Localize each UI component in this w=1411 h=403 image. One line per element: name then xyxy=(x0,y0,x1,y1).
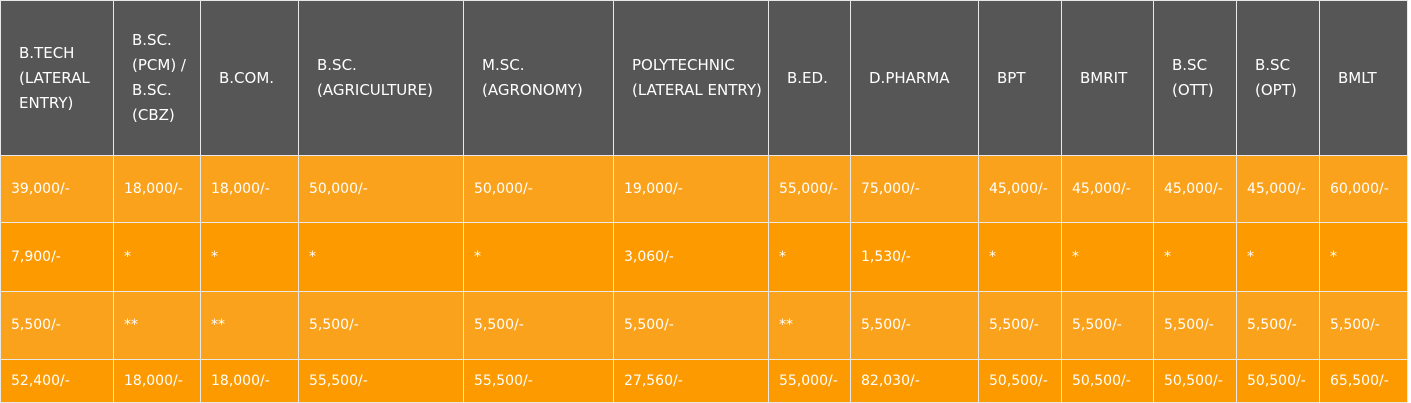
header-bsc-pcm-cbz: B.SC. (PCM) / B.SC. (CBZ) xyxy=(113,0,201,156)
table-cell: * xyxy=(298,222,464,292)
table-cell: 45,000/- xyxy=(1153,154,1237,224)
table-cell: 45,000/- xyxy=(978,154,1062,224)
table-cell: * xyxy=(978,222,1062,292)
header-label: B.ED. xyxy=(787,68,828,87)
table-cell: * xyxy=(463,222,614,292)
table-cell: 5,500/- xyxy=(0,290,114,360)
table-cell: 5,500/- xyxy=(463,290,614,360)
table-cell: 50,500/- xyxy=(1236,358,1320,403)
table-row: 5,500/- ** ** 5,500/- 5,500/- 5,500/- **… xyxy=(0,290,1408,360)
table-cell: 55,500/- xyxy=(298,358,464,403)
header-bsc-opt: B.SC (OPT) xyxy=(1236,0,1320,156)
header-label: BMLT xyxy=(1338,68,1377,87)
header-btech-lateral: B.TECH (LATERAL ENTRY) xyxy=(0,0,114,156)
table-cell: ** xyxy=(200,290,299,360)
table-cell: ** xyxy=(113,290,201,360)
table-cell: 5,500/- xyxy=(613,290,769,360)
table-cell: 27,560/- xyxy=(613,358,769,403)
table-cell: 19,000/- xyxy=(613,154,769,224)
header-label: B.SC (OPT) xyxy=(1255,56,1297,99)
header-msc-agronomy: M.SC. (AGRONOMY) xyxy=(463,0,614,156)
table-cell: 55,000/- xyxy=(768,154,851,224)
table-cell: * xyxy=(768,222,851,292)
header-label: B.TECH (LATERAL ENTRY) xyxy=(19,43,90,112)
table-cell: 39,000/- xyxy=(0,154,114,224)
header-polytechnic-lateral: POLYTECHNIC (LATERAL ENTRY) xyxy=(613,0,769,156)
header-label: B.SC (OTT) xyxy=(1172,56,1214,99)
table-cell: 45,000/- xyxy=(1236,154,1320,224)
table-cell: 5,500/- xyxy=(978,290,1062,360)
header-label: BMRIT xyxy=(1080,68,1128,87)
header-row: B.TECH (LATERAL ENTRY) B.SC. (PCM) / B.S… xyxy=(0,0,1408,156)
header-label: B.COM. xyxy=(219,68,275,87)
table-cell: * xyxy=(1153,222,1237,292)
table-cell: 75,000/- xyxy=(850,154,979,224)
table-cell: 1,530/- xyxy=(850,222,979,292)
table-cell: 65,500/- xyxy=(1319,358,1408,403)
header-bmrit: BMRIT xyxy=(1061,0,1154,156)
table-cell: 82,030/- xyxy=(850,358,979,403)
table-cell: 50,500/- xyxy=(1061,358,1154,403)
header-bed: B.ED. xyxy=(768,0,851,156)
table-cell: * xyxy=(1236,222,1320,292)
table-cell: * xyxy=(200,222,299,292)
header-label: BPT xyxy=(997,68,1026,87)
table-cell: 5,500/- xyxy=(1061,290,1154,360)
table-cell: 5,500/- xyxy=(850,290,979,360)
table-cell: 55,500/- xyxy=(463,358,614,403)
table-cell: 18,000/- xyxy=(200,154,299,224)
header-label: D.PHARMA xyxy=(869,68,950,87)
table-cell: * xyxy=(1319,222,1408,292)
table-cell: 5,500/- xyxy=(298,290,464,360)
header-bcom: B.COM. xyxy=(200,0,299,156)
table-cell: 45,000/- xyxy=(1061,154,1154,224)
table-cell: 50,000/- xyxy=(298,154,464,224)
table-cell: 55,000/- xyxy=(768,358,851,403)
table-cell: 50,500/- xyxy=(1153,358,1237,403)
table-cell: ** xyxy=(768,290,851,360)
header-bsc-agriculture: B.SC. (AGRICULTURE) xyxy=(298,0,464,156)
table-cell: 5,500/- xyxy=(1319,290,1408,360)
table-cell: 52,400/- xyxy=(0,358,114,403)
header-dpharma: D.PHARMA xyxy=(850,0,979,156)
header-label: M.SC. (AGRONOMY) xyxy=(482,56,583,99)
table-row: 7,900/- * * * * 3,060/- * 1,530/- * * * … xyxy=(0,222,1408,292)
table-cell: * xyxy=(113,222,201,292)
table-cell: 5,500/- xyxy=(1236,290,1320,360)
table-cell: 18,000/- xyxy=(200,358,299,403)
table-cell: 18,000/- xyxy=(113,154,201,224)
table-cell: 3,060/- xyxy=(613,222,769,292)
header-bmlt: BMLT xyxy=(1319,0,1408,156)
header-bpt: BPT xyxy=(978,0,1062,156)
header-label: B.SC. (PCM) / B.SC. (CBZ) xyxy=(132,31,186,124)
table-cell: 50,500/- xyxy=(978,358,1062,403)
table-row: 39,000/- 18,000/- 18,000/- 50,000/- 50,0… xyxy=(0,154,1408,224)
table-cell: 50,000/- xyxy=(463,154,614,224)
table-row: 52,400/- 18,000/- 18,000/- 55,500/- 55,5… xyxy=(0,358,1408,403)
table-cell: * xyxy=(1061,222,1154,292)
header-label: POLYTECHNIC (LATERAL ENTRY) xyxy=(632,56,762,99)
table-cell: 18,000/- xyxy=(113,358,201,403)
table-cell: 60,000/- xyxy=(1319,154,1408,224)
header-bsc-ott: B.SC (OTT) xyxy=(1153,0,1237,156)
header-label: B.SC. (AGRICULTURE) xyxy=(317,56,433,99)
table-cell: 7,900/- xyxy=(0,222,114,292)
table-cell: 5,500/- xyxy=(1153,290,1237,360)
